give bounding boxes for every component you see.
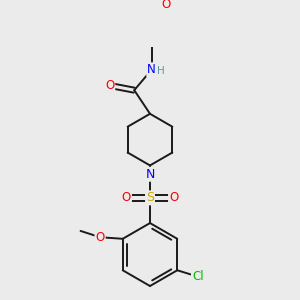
Text: H: H [157, 66, 164, 76]
Text: O: O [105, 79, 114, 92]
Text: S: S [146, 191, 154, 204]
Text: O: O [162, 0, 171, 11]
Text: Cl: Cl [192, 270, 203, 283]
Text: N: N [145, 168, 155, 181]
Text: N: N [147, 63, 156, 76]
Text: O: O [95, 231, 105, 244]
Text: O: O [169, 191, 178, 204]
Text: O: O [122, 191, 131, 204]
